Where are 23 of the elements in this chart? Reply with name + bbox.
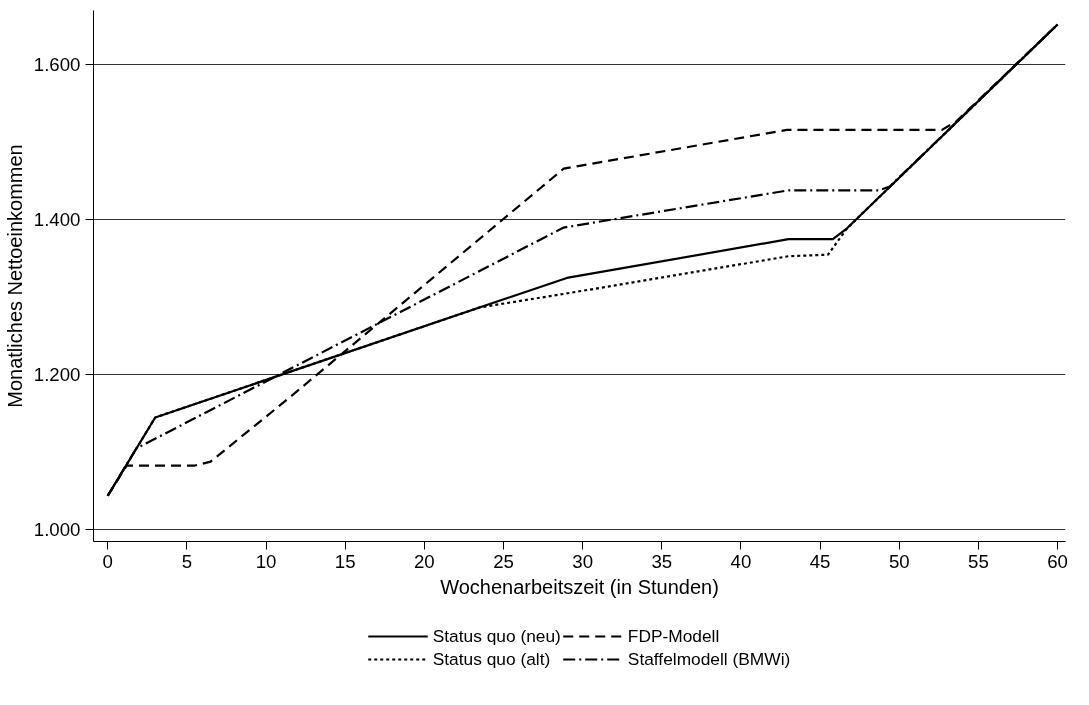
x-tick-label: 30	[572, 550, 594, 572]
legend-label: Staffelmodell (BMWi)	[627, 648, 791, 670]
x-tick-label: 5	[181, 550, 193, 572]
x-tick-label: 40	[730, 550, 752, 572]
y-tick-label: 1.600	[33, 54, 81, 76]
x-tick-label: 15	[334, 550, 356, 572]
legend-label: Status quo (neu)	[432, 625, 561, 647]
x-tick-label: 35	[651, 550, 673, 572]
x-tick-label: 0	[102, 550, 113, 572]
x-tick-label: 60	[1047, 550, 1068, 572]
y-axis-title: Monatliches Nettoeinkommen	[3, 144, 26, 408]
x-tick-label: 10	[255, 550, 277, 572]
y-tick-label: 1.200	[33, 364, 81, 386]
x-axis-title: Wochenarbeitszeit (in Stunden)	[440, 575, 719, 598]
legend-label: Status quo (alt)	[432, 648, 551, 670]
x-tick-label: 25	[493, 550, 514, 572]
y-tick-label: 1.400	[33, 209, 81, 231]
legend-label: FDP-Modell	[627, 625, 720, 647]
x-tick-label: 50	[888, 550, 910, 572]
x-tick-label: 20	[413, 550, 435, 572]
x-tick-label: 45	[809, 550, 831, 572]
x-tick-label: 55	[968, 550, 989, 572]
y-tick-label: 1.000	[33, 519, 81, 541]
